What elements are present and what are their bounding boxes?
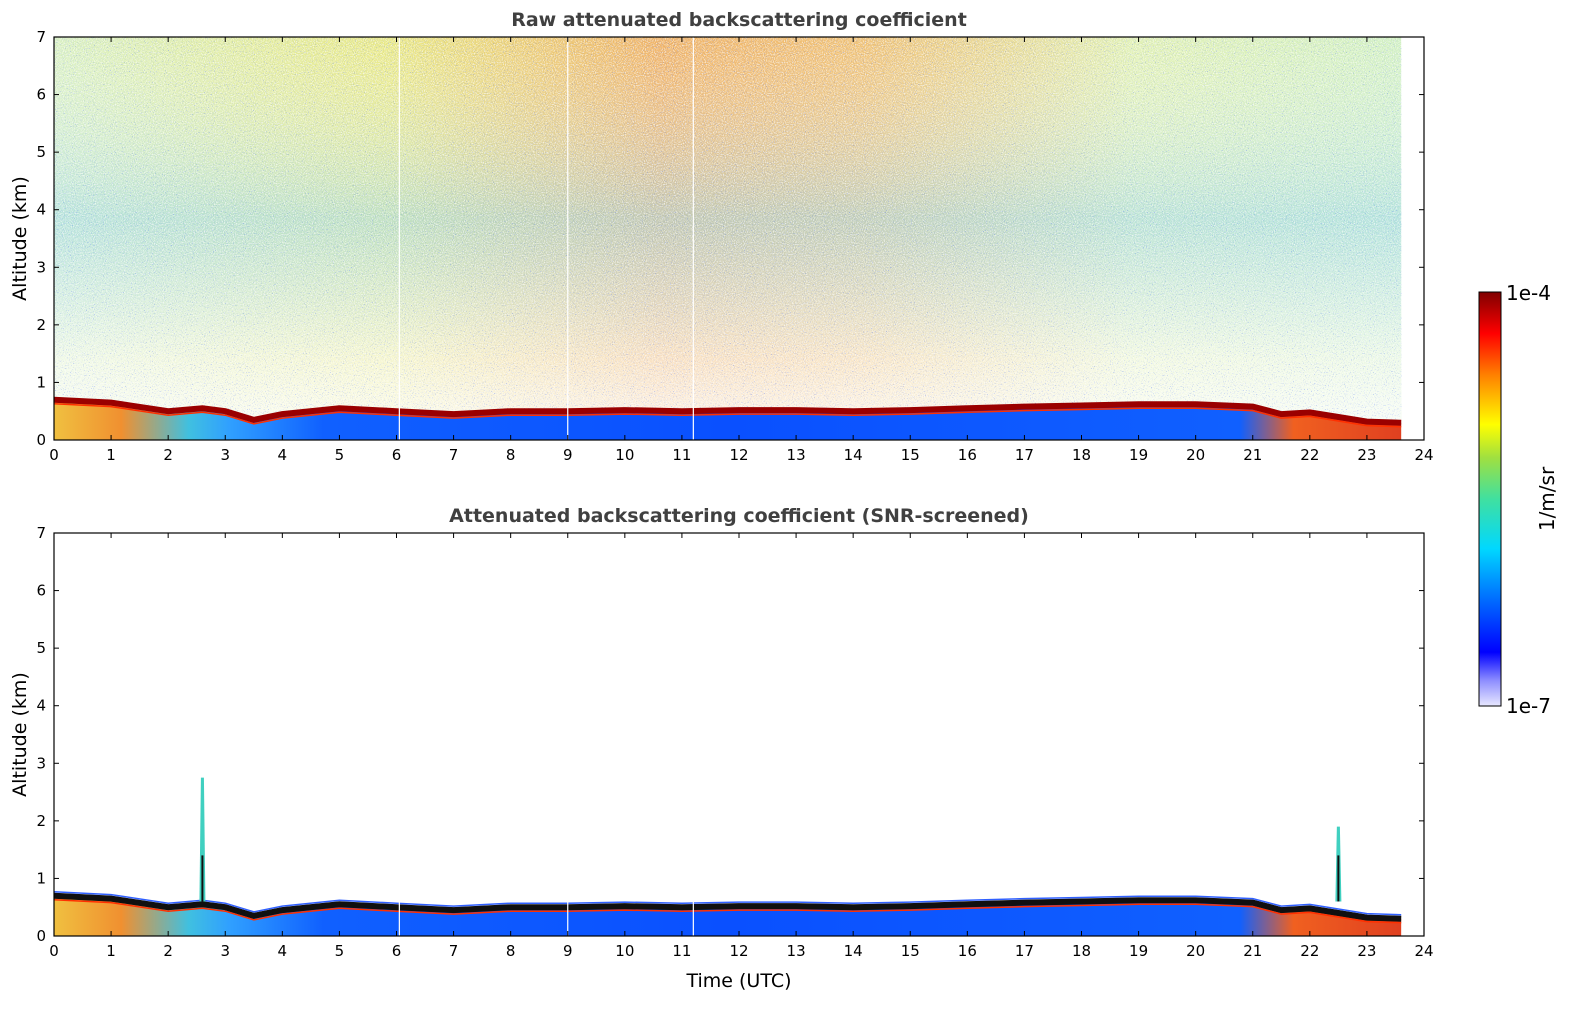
x-tick-label: 8 <box>506 446 516 464</box>
x-tick-label: 17 <box>1015 942 1034 960</box>
y-tick-label: 6 <box>36 86 46 104</box>
y-tick-label: 2 <box>36 316 46 334</box>
x-tick-label: 6 <box>392 446 402 464</box>
y-axis-label: Altitude (km) <box>9 672 31 797</box>
y-tick-label: 5 <box>36 639 46 657</box>
boundary-layer-edge <box>53 898 1402 924</box>
x-tick-label: 3 <box>220 446 230 464</box>
x-tick-label: 16 <box>958 446 977 464</box>
y-tick-label: 1 <box>36 373 46 391</box>
x-tick-label: 19 <box>1129 446 1148 464</box>
y-tick-label: 7 <box>36 28 46 46</box>
y-tick-label: 3 <box>36 754 46 772</box>
x-tick-label: 4 <box>278 446 288 464</box>
x-tick-label: 5 <box>335 942 345 960</box>
panel-title: Attenuated backscattering coefficient (S… <box>449 505 1029 527</box>
colorbar-max-label: 1e-4 <box>1506 281 1551 305</box>
y-tick-label: 6 <box>36 582 46 600</box>
x-tick-label: 7 <box>449 446 459 464</box>
boundary-layer-upper-edge <box>53 890 1402 916</box>
x-tick-label: 24 <box>1414 942 1433 960</box>
x-tick-label: 8 <box>506 942 516 960</box>
x-tick-label: 19 <box>1129 942 1148 960</box>
x-tick-label: 18 <box>1072 446 1091 464</box>
x-tick-label: 15 <box>901 942 920 960</box>
raw-backscatter-panel: 0 1 2 3 4 5 6 7 8 9 10 11 12 13 14 15 16 17 18 19 20 21 22 23 24… <box>9 9 1434 464</box>
x-tick-label: 20 <box>1186 942 1205 960</box>
x-tick-label: 21 <box>1243 942 1262 960</box>
x-tick-label: 11 <box>672 446 691 464</box>
y-tick-label: 0 <box>36 431 46 449</box>
x-tick-label: 22 <box>1300 446 1319 464</box>
x-tick-label: 13 <box>787 942 806 960</box>
y-tick-label: 5 <box>36 143 46 161</box>
y-tick-label: 4 <box>36 201 46 219</box>
colorbar-gradient <box>1478 291 1502 707</box>
y-tick-label: 0 <box>36 927 46 945</box>
boundary-layer-top <box>53 892 1402 922</box>
x-tick-label: 10 <box>615 446 634 464</box>
colorbar: 1e-4 1e-7 1/m/sr <box>1478 281 1559 718</box>
x-tick-label: 18 <box>1072 942 1091 960</box>
x-tick-label: 14 <box>844 942 863 960</box>
x-tick-label: 23 <box>1357 942 1376 960</box>
y-tick-label: 4 <box>36 697 46 715</box>
y-tick-label: 7 <box>36 524 46 542</box>
x-tick-label: 5 <box>335 446 345 464</box>
x-tick-label: 15 <box>901 446 920 464</box>
x-tick-label: 24 <box>1414 446 1433 464</box>
x-tick-label: 14 <box>844 446 863 464</box>
x-tick-label: 6 <box>392 942 402 960</box>
x-tick-label: 21 <box>1243 446 1262 464</box>
x-tick-label: 13 <box>787 446 806 464</box>
panel-title: Raw attenuated backscattering coefficien… <box>511 9 967 31</box>
screened-backscatter-panel: 0 1 2 3 4 5 6 7 8 9 10 11 12 13 14 15 16 17 18 19 20 21 22 23 24… <box>9 505 1434 992</box>
x-tick-label: 22 <box>1300 942 1319 960</box>
x-tick-label: 9 <box>563 942 573 960</box>
x-axis-label: Time (UTC) <box>685 970 791 992</box>
x-tick-label: 10 <box>615 942 634 960</box>
x-tick-label: 12 <box>729 942 748 960</box>
x-tick-label: 1 <box>106 942 116 960</box>
x-tick-label: 0 <box>49 446 59 464</box>
y-tick-label: 3 <box>36 258 46 276</box>
x-tick-label: 17 <box>1015 446 1034 464</box>
colorbar-min-label: 1e-7 <box>1506 694 1551 718</box>
plot-area <box>54 533 1424 936</box>
x-tick-label: 23 <box>1357 446 1376 464</box>
x-tick-label: 16 <box>958 942 977 960</box>
x-tick-label: 11 <box>672 942 691 960</box>
boundary-layer-edge <box>53 402 1402 428</box>
boundary-layer-top <box>53 396 1402 426</box>
y-axis-label: Altitude (km) <box>9 176 31 301</box>
x-tick-label: 4 <box>278 942 288 960</box>
x-tick-label: 20 <box>1186 446 1205 464</box>
colorbar-unit-label: 1/m/sr <box>1535 466 1559 531</box>
x-tick-label: 7 <box>449 942 459 960</box>
x-tick-label: 12 <box>729 446 748 464</box>
y-tick-label: 1 <box>36 869 46 887</box>
plume <box>199 777 206 902</box>
y-tick-label: 2 <box>36 812 46 830</box>
x-tick-label: 3 <box>220 942 230 960</box>
x-tick-label: 0 <box>49 942 59 960</box>
noise-speckle-white <box>54 37 1402 440</box>
x-tick-label: 2 <box>163 446 173 464</box>
x-tick-label: 2 <box>163 942 173 960</box>
x-tick-label: 1 <box>106 446 116 464</box>
x-tick-label: 9 <box>563 446 573 464</box>
